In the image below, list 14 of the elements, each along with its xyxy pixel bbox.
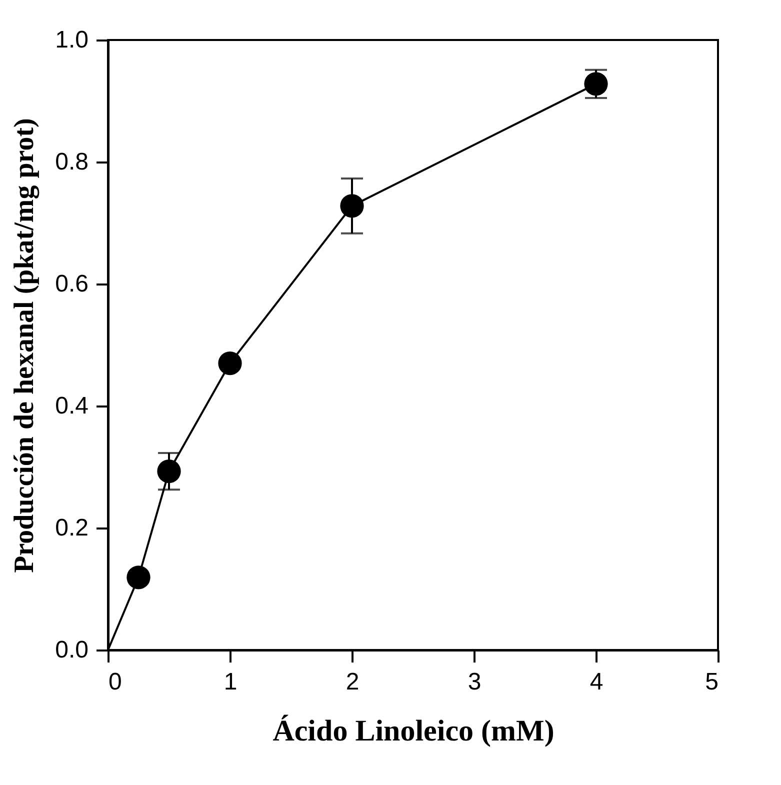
y-tick-label: 1.0 [55,26,88,54]
y-tick-label: 0.6 [55,270,88,298]
x-tick-label: 0 [108,668,122,696]
x-tick-label: 2 [346,668,360,696]
x-tick-label: 1 [224,668,238,696]
y-tick-label: 0.2 [55,514,88,542]
y-tick-label: 0.4 [55,392,88,420]
x-axis-title: Ácido Linoleico (mM) [272,714,554,748]
y-tick-label: 0.0 [55,636,88,664]
x-tick-label: 5 [705,668,718,696]
y-axis-title: Producción de hexanal (pkat/mg prot) [9,118,40,573]
x-tick-label: 4 [590,668,604,696]
y-tick-label: 0.8 [55,148,88,176]
x-tick-label: 3 [468,668,482,696]
